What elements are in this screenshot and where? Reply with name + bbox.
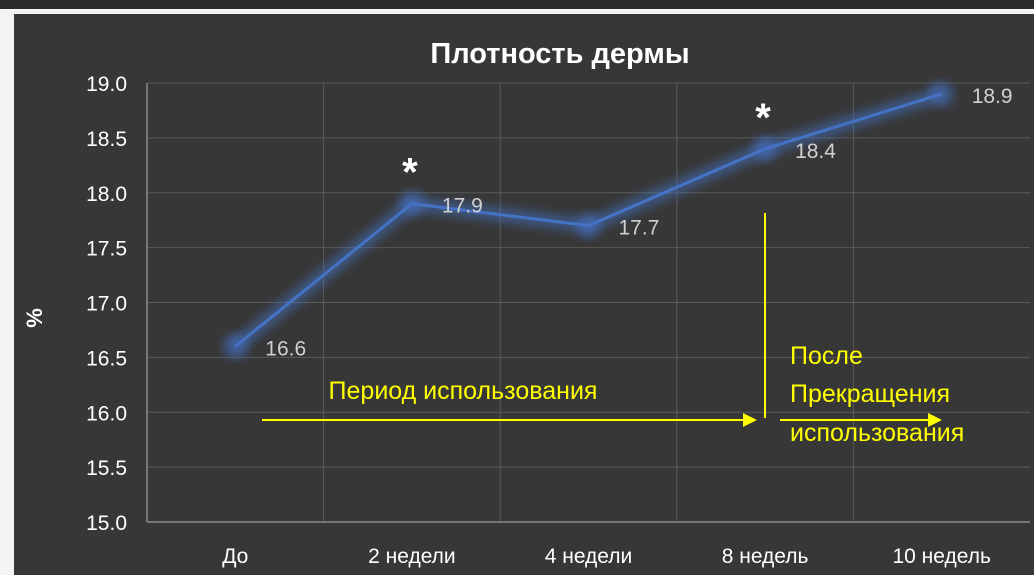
grid [147, 82, 1030, 522]
y-tick-label: 18.0 [86, 183, 127, 206]
y-tick-label: 16.0 [86, 402, 127, 425]
x-tick-label: 2 недели [368, 545, 456, 568]
after-label-line2: Прекращения [790, 380, 950, 408]
annotations: Период использования После Прекращения и… [262, 213, 964, 447]
data-label: 17.9 [442, 195, 483, 218]
data-point [929, 81, 954, 106]
significance-marker: * [402, 151, 418, 195]
y-tick-label: 17.0 [86, 293, 127, 316]
usage-period-label: Период использования [329, 377, 598, 405]
y-axis-label: % [22, 308, 47, 328]
y-tick-label: 18.5 [86, 128, 127, 151]
y-tick-label: 15.0 [86, 512, 127, 535]
series: 16.6 17.9 17.7 18.4 18.9 * * [223, 81, 1013, 360]
significance-marker: * [755, 96, 771, 140]
data-point [399, 191, 424, 216]
y-tick-label: 19.0 [86, 73, 127, 96]
after-label-line3: использования [790, 419, 964, 447]
axes: 15.0 15.5 16.0 16.5 17.0 17.5 18.0 18.5 19.0 До 2 … [86, 73, 1030, 568]
x-tick-label: 8 недель [722, 545, 809, 568]
usage-period-arrowhead [743, 413, 757, 427]
data-point [576, 213, 601, 238]
data-point [753, 136, 778, 161]
data-label: 16.6 [265, 337, 306, 360]
data-label: 18.4 [795, 140, 836, 163]
chart-background [14, 14, 1034, 575]
data-point [223, 334, 248, 359]
x-tick-label: 10 недель [892, 545, 990, 568]
data-label: 17.7 [619, 217, 660, 240]
after-label-line1: После [790, 342, 863, 370]
y-tick-label: 15.5 [86, 457, 127, 480]
x-tick-label: 4 недели [545, 545, 633, 568]
x-tick-label: До [222, 545, 248, 568]
chart-title: Плотность дермы [430, 38, 689, 70]
after-period-arrowhead [928, 413, 942, 427]
data-label: 18.9 [972, 85, 1013, 108]
y-tick-label: 17.5 [86, 238, 127, 261]
top-border [0, 0, 1034, 9]
y-tick-label: 16.5 [86, 347, 127, 370]
